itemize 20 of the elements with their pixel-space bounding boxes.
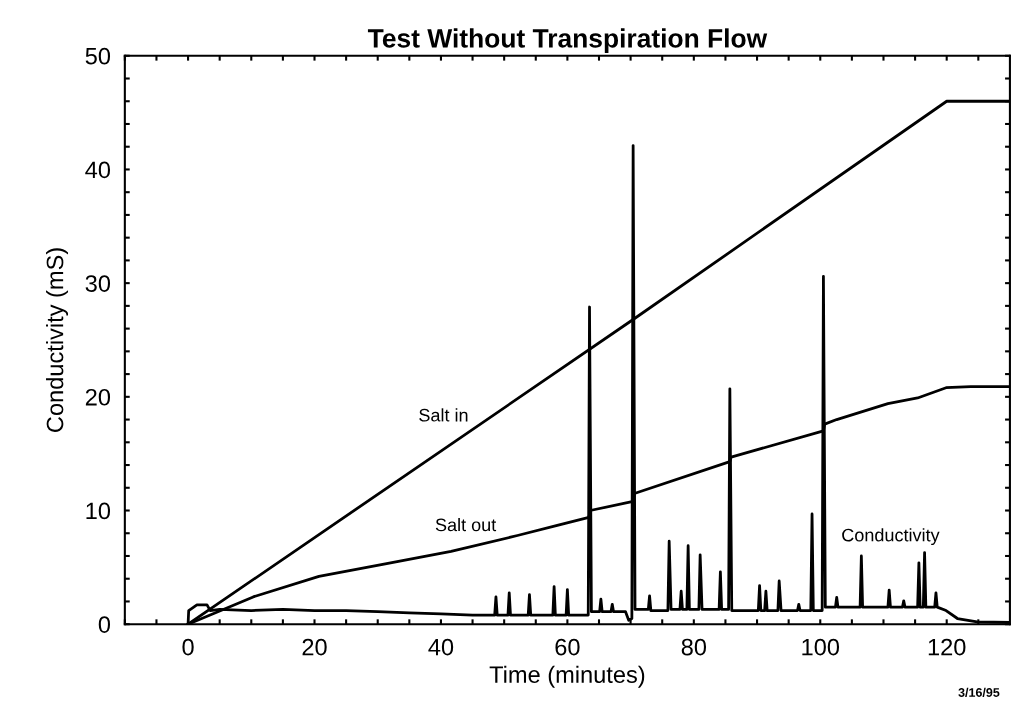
- text: 3/16/95: [958, 687, 1000, 698]
- x-tick-label: 100: [802, 638, 840, 656]
- x-tick-label: 60: [555, 638, 580, 656]
- y-tick-label: 50: [85, 47, 111, 65]
- series-label: Salt in: [419, 408, 468, 422]
- x-tick-label: 80: [681, 638, 707, 656]
- x-tick-label: 40: [428, 638, 454, 656]
- y-tick-label: 10: [86, 502, 111, 520]
- x-tick-label: 120: [928, 638, 966, 656]
- series-label: Salt out: [435, 518, 497, 532]
- x-tick-label: 0: [182, 638, 194, 656]
- y-tick-label: 20: [85, 388, 111, 406]
- series-label: Conductivity: [842, 528, 940, 546]
- x-axis-title: Time (minutes): [489, 665, 645, 688]
- y-axis-title: Conductivity (mS): [46, 248, 69, 432]
- chart-title: Test Without Transpiration Flow: [367, 28, 768, 53]
- y-tick-label: 40: [85, 161, 111, 179]
- x-tick-label: 20: [302, 638, 327, 656]
- y-tick-label: 0: [98, 616, 111, 633]
- y-tick-label: 30: [85, 275, 111, 292]
